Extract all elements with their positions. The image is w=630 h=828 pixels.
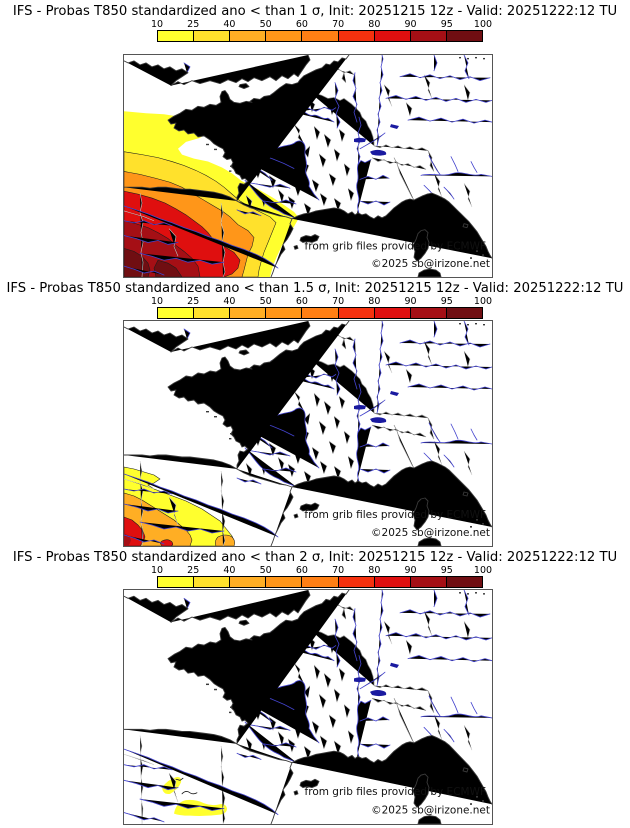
map-1-svg: from grib files provided by ECMWF ©2025 … <box>124 55 492 277</box>
colorbar-1: 10 25 40 50 60 70 80 90 95 100 <box>151 19 492 42</box>
map-panel-2: from grib files provided by ECMWF ©2025 … <box>123 320 493 547</box>
colorbar-segment <box>230 31 267 41</box>
colorbar-segment <box>446 577 482 587</box>
colorbar-tick: 50 <box>259 19 272 30</box>
colorbar-gradient <box>157 307 483 319</box>
colorbar-tick: 80 <box>368 296 381 307</box>
panel-3-title: IFS - Probas T850 standardized ano < tha… <box>12 550 618 565</box>
colorbar-tick: 90 <box>404 19 417 30</box>
colorbar-segment <box>374 31 411 41</box>
probability-shading-1 <box>124 111 299 277</box>
colorbar-tick: 60 <box>295 296 308 307</box>
colorbar-segment <box>410 308 447 318</box>
colorbar-segment <box>374 577 411 587</box>
colorbar-tick: 70 <box>332 19 345 30</box>
colorbar-segment <box>374 308 411 318</box>
colorbar-segment <box>338 308 375 318</box>
colorbar-tick: 25 <box>187 19 200 30</box>
colorbar-tick: 90 <box>404 565 417 576</box>
colorbar-tick: 40 <box>223 19 236 30</box>
colorbar-tick: 95 <box>440 565 453 576</box>
colorbar-3: 10 25 40 50 60 70 80 90 95 100 <box>151 565 492 588</box>
colorbar-segment <box>302 577 339 587</box>
colorbar-segment <box>338 31 375 41</box>
colorbar-tick: 100 <box>473 565 493 576</box>
colorbar-segment <box>194 308 231 318</box>
colorbar-tick: 70 <box>332 296 345 307</box>
colorbar-tick: 25 <box>187 565 200 576</box>
colorbar-tick: 10 <box>150 296 164 307</box>
credit-ecmwf: from grib files provided by ECMWF <box>304 509 486 521</box>
colorbar-segment <box>158 577 195 587</box>
colorbar-segment <box>302 31 339 41</box>
colorbar-gradient <box>157 576 483 588</box>
panel-2-title: IFS - Probas T850 standardized ano < tha… <box>6 281 624 296</box>
colorbar-tick: 95 <box>440 296 453 307</box>
credit-copyright: ©2025 sb@irizone.net <box>371 258 490 270</box>
colorbar-tick-labels: 10 25 40 50 60 70 80 90 95 100 <box>151 19 492 30</box>
map-panel-3: from grib files provided by ECMWF ©2025 … <box>123 589 493 825</box>
colorbar-segment <box>230 308 267 318</box>
credit-copyright: ©2025 sb@irizone.net <box>371 527 490 539</box>
probability-shading-3 <box>162 777 227 817</box>
colorbar-tick: 70 <box>332 565 345 576</box>
colorbar-segment <box>230 577 267 587</box>
colorbar-tick: 60 <box>295 565 308 576</box>
colorbar-tick: 90 <box>404 296 417 307</box>
colorbar-segment <box>266 308 303 318</box>
panel-2: IFS - Probas T850 standardized ano < tha… <box>0 278 630 547</box>
colorbar-segment <box>158 31 195 41</box>
panel-3: IFS - Probas T850 standardized ano < tha… <box>0 547 630 825</box>
colorbar-tick: 80 <box>368 19 381 30</box>
colorbar-tick: 100 <box>473 296 493 307</box>
colorbar-segment <box>266 577 303 587</box>
panel-1-title: IFS - Probas T850 standardized ano < tha… <box>12 4 618 19</box>
colorbar-tick: 50 <box>259 296 272 307</box>
colorbar-segment <box>194 31 231 41</box>
colorbar-segment <box>446 31 482 41</box>
credit-ecmwf: from grib files provided by ECMWF <box>305 785 486 798</box>
colorbar-segment <box>410 577 447 587</box>
colorbar-segment <box>410 31 447 41</box>
colorbar-tick: 60 <box>295 19 308 30</box>
colorbar-segment <box>302 308 339 318</box>
colorbar-segment <box>446 308 482 318</box>
panel-1: IFS - Probas T850 standardized ano < tha… <box>0 0 630 278</box>
map-3-svg: from grib files provided by ECMWF ©2025 … <box>124 590 492 824</box>
colorbar-tick: 50 <box>259 565 272 576</box>
colorbar-2: 10 25 40 50 60 70 80 90 95 100 <box>151 296 492 319</box>
colorbar-tick: 40 <box>223 565 236 576</box>
map-2-svg: from grib files provided by ECMWF ©2025 … <box>124 321 492 546</box>
map-panel-1: from grib files provided by ECMWF ©2025 … <box>123 54 493 278</box>
colorbar-gradient <box>157 30 483 42</box>
colorbar-tick: 100 <box>473 19 493 30</box>
colorbar-tick-labels: 10 25 40 50 60 70 80 90 95 100 <box>151 296 492 307</box>
colorbar-tick-labels: 10 25 40 50 60 70 80 90 95 100 <box>151 565 492 576</box>
colorbar-segment <box>266 31 303 41</box>
colorbar-segment <box>194 577 231 587</box>
credit-ecmwf: from grib files provided by ECMWF <box>305 240 486 252</box>
colorbar-tick: 10 <box>150 565 164 576</box>
colorbar-tick: 10 <box>150 19 164 30</box>
colorbar-tick: 40 <box>223 296 236 307</box>
colorbar-segment <box>158 308 195 318</box>
colorbar-segment <box>338 577 375 587</box>
colorbar-tick: 95 <box>440 19 453 30</box>
colorbar-tick: 80 <box>368 565 381 576</box>
colorbar-tick: 25 <box>187 296 200 307</box>
credit-copyright: ©2025 sb@irizone.net <box>371 803 490 816</box>
